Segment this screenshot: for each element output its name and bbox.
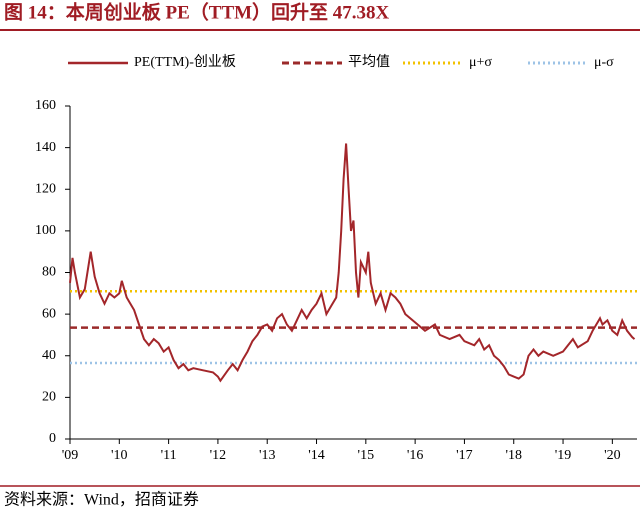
legend-label: PE(TTM)-创业板 xyxy=(134,54,236,70)
x-tick-label: '09 xyxy=(62,448,79,463)
x-tick-label: '19 xyxy=(555,448,572,463)
source: 资料来源：Wind，招商证券 xyxy=(4,491,199,509)
x-tick-label: '17 xyxy=(456,448,473,463)
legend-label: μ-σ xyxy=(594,55,614,70)
y-tick-label: 20 xyxy=(42,390,56,405)
pe-line xyxy=(69,143,636,383)
x-tick-label: '12 xyxy=(210,448,227,463)
y-tick-label: 0 xyxy=(49,431,56,446)
y-tick-label: 60 xyxy=(42,306,56,321)
x-tick-label: '16 xyxy=(407,448,424,463)
x-tick-label: '10 xyxy=(111,448,128,463)
chart-title: 图 14：本周创业板 PE（TTM）回升至 47.38X xyxy=(4,0,390,23)
legend-label: μ+σ xyxy=(469,55,492,70)
x-tick-label: '11 xyxy=(161,448,177,463)
x-tick-label: '14 xyxy=(308,448,325,463)
x-tick-label: '18 xyxy=(505,448,522,463)
y-tick-label: 120 xyxy=(35,181,56,196)
y-tick-label: 100 xyxy=(35,223,56,238)
x-tick-label: '15 xyxy=(358,448,375,463)
legend-label: 平均值 xyxy=(348,54,390,70)
x-tick-label: '13 xyxy=(259,448,276,463)
y-tick-label: 80 xyxy=(42,265,56,280)
y-tick-label: 40 xyxy=(42,348,56,363)
y-tick-label: 160 xyxy=(35,98,56,113)
y-tick-label: 140 xyxy=(35,140,56,155)
x-tick-label: '20 xyxy=(604,448,621,463)
